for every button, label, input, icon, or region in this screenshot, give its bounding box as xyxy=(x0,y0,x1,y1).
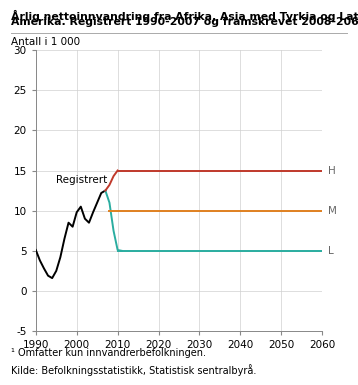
Text: Kilde: Befolkningsstatistikk, Statistisk sentralbyrå.: Kilde: Befolkningsstatistikk, Statistisk… xyxy=(11,364,256,376)
Text: M: M xyxy=(328,206,337,216)
Text: Registrert: Registrert xyxy=(56,175,107,185)
Text: L: L xyxy=(328,246,333,256)
Text: Amerika. Registrert 1990-2007 og framskrevet 2008-2060¹.: Amerika. Registrert 1990-2007 og framskr… xyxy=(11,17,358,27)
Text: Antall i 1 000: Antall i 1 000 xyxy=(11,37,80,47)
Text: H: H xyxy=(328,166,335,176)
Text: Årlig nettoinnvandring fra Afrika, Asia med Tyrkia og Latin-: Årlig nettoinnvandring fra Afrika, Asia … xyxy=(11,10,358,22)
Text: ¹ Omfatter kun innvandrerbefolkningen.: ¹ Omfatter kun innvandrerbefolkningen. xyxy=(11,348,206,358)
